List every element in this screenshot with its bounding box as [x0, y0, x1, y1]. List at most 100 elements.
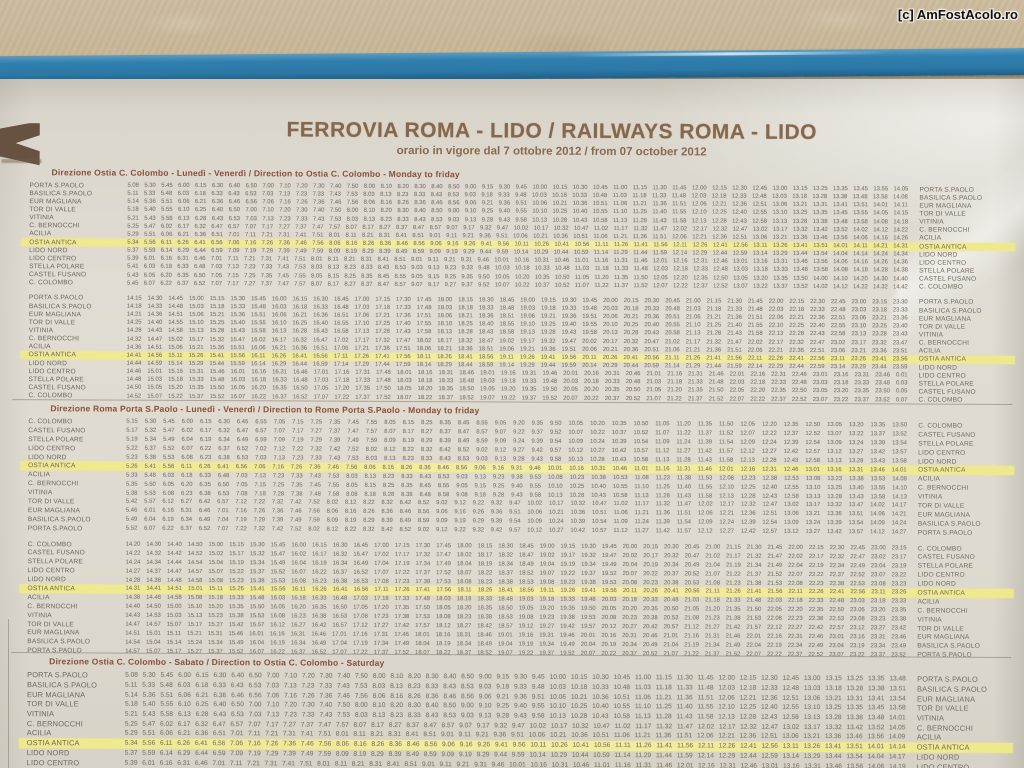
time-cell: 11.54	[676, 519, 692, 526]
time-cell: 11.01	[634, 465, 649, 473]
time-cell: 7.42	[271, 526, 284, 533]
time-cell: 9.48	[515, 192, 527, 199]
time-cell: 22.33	[808, 598, 824, 605]
time-cell: 13.53	[870, 476, 886, 483]
time-cell: 9.43	[511, 492, 523, 499]
time-cell: 22.04	[746, 642, 762, 649]
time-cell: 13.28	[827, 493, 843, 500]
time-cell: 7.31	[264, 759, 278, 767]
time-cell: 12.02	[697, 501, 713, 508]
time-cell: 14.26	[873, 259, 888, 266]
time-cell: 6.46	[231, 691, 244, 699]
time-cell: 13.42	[813, 226, 828, 233]
time-cell: 12.13	[718, 713, 735, 721]
time-cell: 7.03	[255, 455, 267, 462]
time-cell: 10.17	[550, 722, 568, 730]
station-label-right: ACILIA	[918, 347, 941, 355]
time-cell: 11.25	[655, 483, 670, 490]
time-cell: 23.51	[892, 348, 908, 355]
time-cell: 22.02	[747, 339, 763, 346]
time-cell: 9.01	[410, 257, 423, 264]
time-cell: 5.21	[127, 215, 139, 222]
time-cell: 8.33	[420, 456, 433, 463]
time-cell: 8.10	[372, 702, 386, 710]
time-cell: 10.31	[551, 761, 569, 768]
time-cell: 12.43	[732, 218, 747, 225]
time-cell: 16.36	[292, 345, 308, 352]
time-cell: 9.29	[472, 518, 485, 525]
time-cell: 6.07	[181, 446, 193, 453]
time-cell: 8.21	[351, 760, 365, 768]
time-cell: 14.14	[853, 251, 868, 258]
time-cell: 15.20	[208, 604, 223, 611]
time-cell: 8.53	[447, 192, 460, 199]
time-cell: 8.03	[365, 455, 378, 462]
time-cell: 11.23	[655, 474, 670, 482]
time-cell: 7.31	[282, 730, 296, 738]
time-cell: 16.59	[312, 361, 328, 368]
time-cell: 23.11	[830, 355, 846, 363]
time-cell: 7.01	[217, 508, 229, 515]
station-label-right: CASTEL FUSANO	[919, 275, 977, 283]
time-cell: 7.36	[278, 240, 290, 247]
time-cell: 8.00	[354, 702, 368, 710]
time-cell: 13.06	[772, 202, 788, 209]
time-cell: 18.35	[438, 386, 454, 393]
time-cell: 14.36	[893, 259, 908, 266]
time-cell: 22.20	[787, 607, 803, 614]
time-cell: 15.33	[230, 304, 246, 311]
time-cell: 14.08	[892, 476, 907, 483]
time-cell: 20.31	[622, 632, 637, 640]
time-cell: 15.00	[189, 295, 204, 302]
time-cell: 13.57	[848, 529, 864, 536]
station-label: TOR DI VALLE	[29, 206, 76, 214]
time-cell: 9.02	[417, 527, 430, 534]
time-cell: 9.43	[498, 217, 511, 224]
time-cell: 15.23	[229, 577, 244, 584]
time-cell: 8.39	[388, 750, 402, 758]
time-cell: 21.28	[706, 330, 722, 337]
time-cell: 22.08	[767, 615, 782, 622]
time-cell: 13.48	[889, 675, 906, 683]
time-cell: 18.01	[396, 370, 412, 377]
time-cell: 19.36	[561, 313, 577, 320]
time-cell: 17.03	[353, 596, 368, 603]
time-cell: 14.18	[126, 303, 142, 310]
station-label: C. BERNOCCHI	[26, 718, 84, 729]
time-cell: 9.36	[498, 200, 511, 207]
time-cell: 21.16	[684, 633, 700, 640]
time-cell: 12.18	[711, 193, 727, 200]
time-cell: 9.26	[477, 741, 491, 749]
time-cell: 5.49	[125, 516, 138, 523]
time-cell: 22.05	[729, 388, 745, 395]
time-cell: 9.09	[441, 751, 455, 759]
time-cell: 6.18	[181, 472, 193, 479]
time-cell: 11.44	[633, 250, 648, 257]
time-cell: 20.01	[580, 632, 596, 639]
time-cell: 21.08	[705, 580, 720, 587]
time-cell: 9.47	[496, 225, 509, 232]
time-cell: 12.03	[691, 193, 707, 200]
time-cell: 6.33	[211, 191, 223, 198]
time-cell: 5.45	[161, 182, 173, 189]
time-cell: 15.34	[208, 639, 223, 646]
time-cell: 13.18	[753, 267, 768, 274]
time-cell: 13.17	[803, 723, 821, 731]
station-label-right: BASILICA S.PAOLO	[917, 520, 981, 528]
time-cell: 12.22	[761, 431, 777, 438]
time-cell: 9.26	[472, 509, 485, 516]
time-cell: 13.51	[813, 243, 828, 250]
time-cell: 7.15	[254, 481, 266, 488]
time-cell: 11.25	[632, 209, 648, 216]
time-cell: 6.20	[181, 481, 193, 488]
time-cell: 8.53	[457, 456, 470, 463]
time-cell: 11.17	[635, 722, 652, 730]
time-cell: 9.19	[458, 751, 472, 759]
station-label-right: TOR DI VALLE	[919, 210, 966, 218]
time-cell: 11.30	[652, 185, 667, 192]
time-cell: 8.00	[363, 183, 376, 190]
time-cell: 10.28	[570, 712, 588, 720]
time-cell: 9.32	[479, 225, 492, 232]
time-cell: 11.55	[697, 703, 714, 711]
time-cell: 18.49	[518, 561, 534, 568]
